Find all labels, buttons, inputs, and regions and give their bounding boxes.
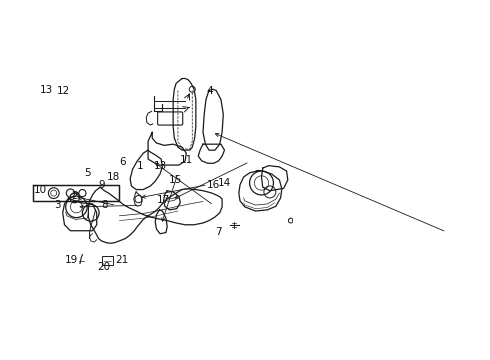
Text: 5: 5 [84,168,91,178]
Text: 3: 3 [54,201,60,210]
Text: 2: 2 [71,191,78,201]
Text: 10: 10 [34,185,47,195]
Text: 11: 11 [180,155,193,165]
Text: 19: 19 [65,255,78,265]
Text: 18: 18 [107,172,120,183]
Text: 15: 15 [169,175,182,185]
Text: 16: 16 [206,180,220,190]
Text: 6: 6 [119,157,125,167]
Text: 17: 17 [157,195,170,206]
Text: 21: 21 [115,255,128,265]
Text: 20: 20 [98,262,110,272]
Text: 14: 14 [218,178,231,188]
Text: 7: 7 [216,227,222,237]
Text: 13: 13 [40,85,53,95]
Text: 4: 4 [207,86,213,96]
Text: 8: 8 [101,201,108,210]
Text: 13: 13 [154,161,167,171]
Text: 12: 12 [57,86,71,96]
Text: 9: 9 [98,180,105,190]
Text: 1: 1 [137,161,143,171]
